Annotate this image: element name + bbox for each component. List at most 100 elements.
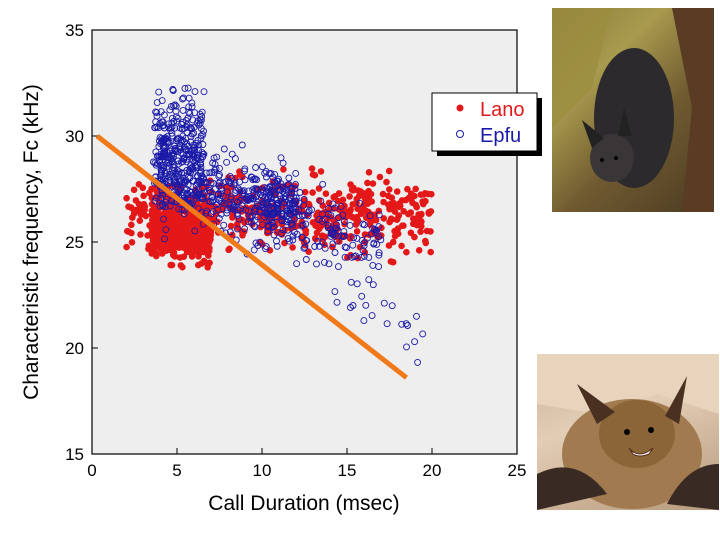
epfu-point [183, 158, 191, 166]
epfu-point [233, 211, 241, 219]
epfu-point [188, 103, 196, 111]
lano-point [135, 207, 143, 215]
epfu-point [161, 235, 168, 243]
epfu-point [194, 117, 202, 125]
epfu-point [329, 200, 337, 208]
lano-point [204, 264, 211, 271]
lano-point [385, 201, 392, 209]
lano-point [227, 222, 235, 230]
epfu-point [193, 161, 201, 169]
epfu-point [168, 157, 176, 165]
lano-point [368, 198, 376, 205]
lano-point [177, 239, 184, 247]
epfu-point [157, 194, 165, 202]
epfu-point [180, 143, 188, 151]
epfu-point [327, 232, 335, 240]
epfu-point [177, 185, 185, 193]
epfu-point [159, 121, 167, 129]
epfu-point [290, 193, 298, 201]
epfu-point [266, 216, 273, 224]
epfu-point [152, 161, 160, 169]
epfu-point [349, 241, 357, 249]
epfu-point [160, 215, 168, 223]
lano-point [301, 188, 309, 196]
epfu-point [241, 225, 249, 233]
epfu-point [327, 230, 335, 237]
lano-point [405, 210, 412, 218]
epfu-point [369, 281, 377, 289]
epfu-point [178, 125, 186, 133]
epfu-point [324, 222, 332, 229]
epfu-point [215, 182, 223, 190]
epfu-point [178, 121, 186, 128]
epfu-point [166, 202, 174, 210]
lano-point [369, 180, 377, 187]
lano-point [149, 211, 157, 218]
epfu-point [159, 153, 167, 161]
lano-point [190, 222, 197, 230]
epfu-point [156, 159, 164, 167]
epfu-point [175, 134, 183, 142]
epfu-point [160, 111, 168, 119]
epfu-point [194, 205, 202, 213]
epfu-point [329, 240, 337, 248]
epfu-point [242, 206, 250, 214]
epfu-point [184, 84, 192, 92]
epfu-point [197, 132, 205, 140]
epfu-point [152, 194, 160, 202]
trend-line [95, 134, 409, 380]
epfu-point [291, 185, 299, 192]
epfu-point [339, 211, 347, 219]
lano-point [349, 201, 357, 208]
epfu-point [366, 212, 374, 220]
epfu-point [388, 302, 396, 310]
epfu-point [216, 164, 223, 172]
epfu-point [168, 114, 176, 122]
epfu-point [221, 200, 228, 207]
epfu-point [277, 154, 285, 162]
epfu-point [198, 184, 206, 192]
epfu-point [258, 163, 266, 171]
epfu-point [380, 299, 388, 307]
epfu-point [231, 155, 239, 163]
epfu-point [331, 249, 339, 256]
lano-point [415, 247, 423, 254]
epfu-point [226, 228, 234, 236]
epfu-point [200, 88, 208, 96]
series-epfu-points [149, 84, 427, 366]
epfu-point [170, 150, 178, 158]
epfu-point [349, 302, 357, 309]
lano-point [346, 193, 353, 200]
lano-point [398, 242, 405, 250]
epfu-point [168, 129, 176, 137]
epfu-point [238, 187, 246, 195]
epfu-point [249, 195, 256, 203]
lano-point [403, 248, 410, 256]
lano-point [392, 228, 400, 236]
epfu-point [171, 101, 179, 109]
lano-point [385, 242, 393, 249]
lano-point [172, 220, 179, 228]
epfu-point [174, 135, 182, 143]
lano-point [136, 217, 144, 224]
lano-point [171, 211, 178, 218]
epfu-point [360, 252, 368, 260]
epfu-point [205, 184, 213, 192]
epfu-point [283, 218, 291, 226]
epfu-point [251, 207, 259, 215]
lano-point [397, 202, 404, 210]
lano-point [317, 168, 325, 175]
lano-point [141, 203, 149, 211]
bat-brown-photo-icon [537, 354, 719, 510]
epfu-point [196, 169, 204, 177]
lano-point [336, 238, 343, 245]
lano-point [140, 192, 147, 200]
lano-point [423, 227, 431, 235]
epfu-point [210, 154, 218, 162]
epfu-point [279, 226, 287, 234]
epfu-point [206, 188, 214, 196]
epfu-point [368, 312, 376, 320]
epfu-point [313, 260, 320, 268]
epfu-point [241, 167, 248, 175]
epfu-point [332, 221, 340, 229]
